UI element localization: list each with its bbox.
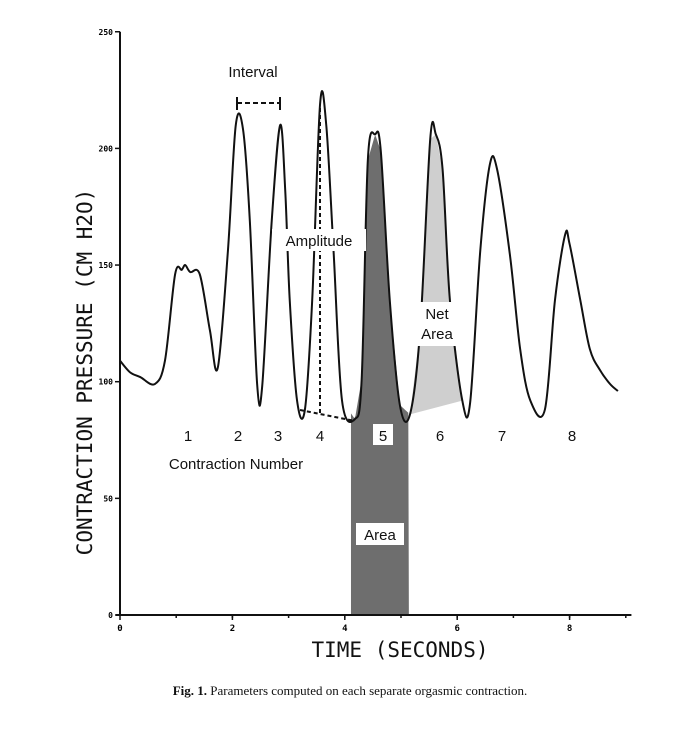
x-tick-label: 2 [230, 624, 235, 634]
y-axis-title: CONTRACTION PRESSURE (CM H2O) [73, 189, 97, 556]
interval-label: Interval [228, 64, 277, 81]
pressure-curve [119, 90, 619, 423]
figure-caption: Fig. 1. Parameters computed on each sepa… [173, 683, 528, 698]
caption-figure-number: Fig. 1. [173, 683, 207, 698]
y-tick-label: 100 [99, 378, 114, 387]
contraction-number-5: 5 [379, 428, 387, 445]
x-tick-label: 6 [454, 624, 459, 634]
y-tick-label: 0 [108, 611, 113, 620]
contraction-number-2: 2 [234, 428, 242, 445]
net-area-label-line1: Net [425, 306, 449, 323]
y-tick-label: 50 [103, 494, 113, 503]
y-tick-label: 250 [99, 28, 114, 37]
caption-text: Parameters computed on each separate org… [207, 683, 527, 698]
x-tick-label: 0 [117, 624, 122, 634]
contraction-number-1: 1 [184, 428, 192, 445]
contraction-number-3: 3 [274, 428, 282, 445]
contraction-number-7: 7 [498, 428, 506, 445]
contraction-5-box [373, 424, 393, 445]
amplitude-label: Amplitude [286, 233, 353, 250]
axes: 0 50 100 150 200 250 0 2 4 6 8 [99, 28, 632, 634]
y-tick-label: 200 [99, 144, 114, 153]
net-area-shaded-region [409, 134, 463, 415]
contraction-number-8: 8 [568, 428, 576, 445]
x-tick-label: 8 [567, 624, 572, 634]
amplitude-markers [299, 108, 356, 422]
net-area-label-line2: Area [421, 326, 453, 343]
interval-bracket [236, 97, 281, 110]
y-tick-label: 150 [99, 261, 114, 270]
contraction-number-6: 6 [436, 428, 444, 445]
x-axis-title: TIME (SECONDS) [311, 638, 488, 662]
contraction-number-4: 4 [316, 428, 324, 445]
x-tick-label: 4 [342, 624, 348, 634]
area-label: Area [364, 527, 396, 544]
contraction-number-label: Contraction Number [169, 456, 303, 473]
